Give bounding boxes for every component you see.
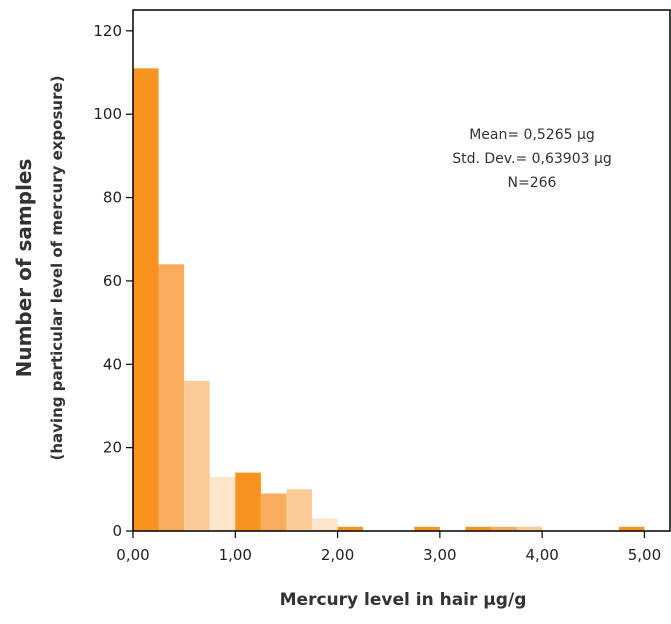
- annotation-n: N=266: [508, 175, 557, 191]
- histogram-bar-2: [184, 380, 210, 531]
- histogram-bar-0: [133, 68, 159, 532]
- histogram-bar-6: [286, 489, 312, 531]
- histogram-bar-13: [465, 526, 491, 531]
- histogram-bar-19: [618, 526, 645, 531]
- annotation-mean: Mean= 0,5265 µg: [469, 127, 595, 143]
- histogram-bar-8: [337, 526, 364, 531]
- x-tick-label: 1,00: [219, 546, 252, 564]
- histogram-bar-14: [491, 526, 517, 531]
- x-tick-label: 0,00: [116, 546, 149, 564]
- bars-layer: [133, 68, 645, 532]
- y-tick-label: 80: [103, 189, 122, 207]
- y-tick-label: 60: [103, 272, 122, 290]
- histogram-bar-7: [312, 518, 338, 531]
- annotation-block: Mean= 0,5265 µg Std. Dev.= 0,63903 µg N=…: [452, 127, 612, 191]
- y-tick-label: 120: [93, 22, 122, 40]
- x-axis-title: Mercury level in hair µg/g: [280, 590, 527, 610]
- x-tick-label: 5,00: [628, 546, 661, 564]
- histogram-bar-15: [516, 526, 543, 531]
- x-tick-label: 2,00: [321, 546, 354, 564]
- histogram-bar-5: [260, 493, 287, 531]
- y-tick-label: 20: [103, 439, 122, 457]
- histogram-bar-4: [235, 472, 261, 531]
- y-tick-label: 40: [103, 355, 122, 373]
- ticks-layer: 0 20 40 60 80 100 120 0,00 1,00 2,00 3,00 4,00 5,00: [93, 22, 661, 564]
- y-tick-label: 0: [112, 522, 122, 540]
- y-axis-title: Number of samples: [12, 159, 36, 378]
- plot-frame: [132, 9, 671, 532]
- histogram-bar-1: [158, 264, 185, 531]
- y-tick-label: 100: [93, 105, 122, 123]
- annotation-std-dev: Std. Dev.= 0,63903 µg: [452, 151, 612, 167]
- histogram-bar-11: [414, 526, 440, 531]
- y-axis-subtitle: (having particular level of mercury expo…: [48, 75, 66, 460]
- x-tick-label: 3,00: [423, 546, 456, 564]
- x-tick-label: 4,00: [525, 546, 558, 564]
- histogram-bar-3: [209, 476, 236, 531]
